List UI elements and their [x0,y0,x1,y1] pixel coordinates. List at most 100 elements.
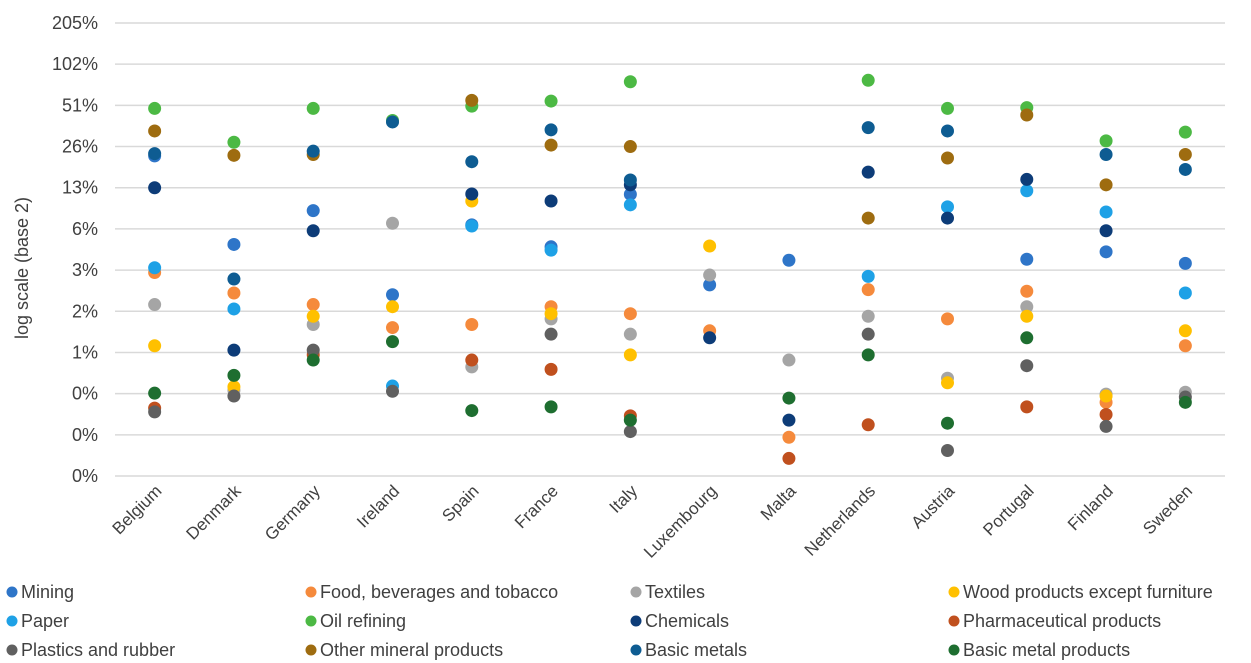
data-point [623,425,637,439]
legend-marker [630,586,642,598]
data-point [623,75,637,89]
data-point [1099,147,1113,161]
data-point [1020,300,1034,314]
data-point [465,219,479,233]
x-tick-label: Luxembourg [640,481,720,561]
data-point [544,138,558,152]
y-tick-label: 1% [72,342,98,362]
data-point [1178,339,1192,353]
data-point [1020,284,1034,298]
data-point [623,187,637,201]
data-point [861,211,875,225]
data-point [941,124,954,138]
data-point [1178,125,1192,139]
x-axis-ticks: Belgium Denmark Germany Ireland Spain France I… [109,481,1197,562]
x-tick-label: Netherlands [801,481,879,559]
data-point [227,368,241,382]
data-point [1099,419,1113,433]
data-point [941,444,954,458]
data-point [148,405,162,419]
data-point [465,155,479,169]
data-point [1099,134,1113,148]
data-point [623,327,637,341]
data-point [623,140,637,154]
data-point [861,418,875,432]
legend-label: Paper [21,611,69,631]
x-tick-label: Finland [1064,481,1117,534]
y-tick-label: 205% [52,13,98,33]
data-point [306,353,320,367]
data-point [782,413,796,427]
data-points [148,73,1192,465]
y-tick-label: 26% [62,137,98,157]
data-point [1020,400,1034,414]
legend-item: Basic metals [630,640,747,660]
data-point [306,298,320,312]
data-point [544,243,558,257]
y-tick-label: 6% [72,219,98,239]
data-point [1020,184,1034,198]
data-point [623,348,637,362]
data-point [227,343,241,357]
data-point [861,73,875,87]
data-point [227,272,241,286]
data-point [941,376,954,390]
data-point [306,343,320,357]
legend-marker [630,615,642,627]
data-point [703,331,717,345]
data-point [782,353,796,367]
legend-label: Food, beverages and tobacco [320,582,558,602]
legend-item: Mining [6,582,74,602]
y-tick-label: 0% [72,425,98,445]
legend-marker [6,615,18,627]
legend-marker [948,586,960,598]
data-point [148,124,162,138]
legend-marker [305,615,317,627]
data-point [544,123,558,137]
data-point [386,115,399,129]
data-point [1020,252,1034,266]
data-point [465,353,479,367]
data-point [861,327,875,341]
legend-marker [948,644,960,656]
legend-item: Paper [6,611,69,631]
legend-item: Plastics and rubber [6,640,175,660]
data-point [1178,286,1192,300]
data-point [306,309,320,323]
legend-marker [948,615,960,627]
data-point [227,389,241,403]
data-point [1020,331,1034,345]
data-point [623,198,637,212]
data-point [227,148,241,162]
data-point [465,93,479,107]
data-point [1178,256,1192,270]
data-point [782,430,796,444]
data-point [782,253,796,267]
y-tick-label: 102% [52,54,98,74]
y-tick-label: 0% [72,466,98,486]
data-point [465,187,479,201]
legend-label: Pharmaceutical products [963,611,1161,631]
data-point [1020,172,1034,186]
x-tick-label: France [511,481,562,532]
legend-item: Other mineral products [305,640,503,660]
data-point [1099,407,1113,421]
data-point [386,321,399,335]
x-tick-label: Italy [606,481,642,517]
data-point [782,451,796,465]
data-point [1020,309,1034,323]
legend: Mining Food, beverages and tobacco Textile… [6,582,1213,660]
data-point [227,380,241,394]
data-point [544,362,558,376]
data-point [703,239,717,253]
x-tick-label: Austria [907,481,958,532]
data-point [544,194,558,208]
x-tick-label: Sweden [1139,481,1196,538]
data-point [148,261,162,275]
data-point [861,165,875,179]
data-point [386,288,399,302]
data-point [1099,245,1113,259]
data-point [1178,147,1192,161]
x-tick-label: Malta [757,481,800,524]
